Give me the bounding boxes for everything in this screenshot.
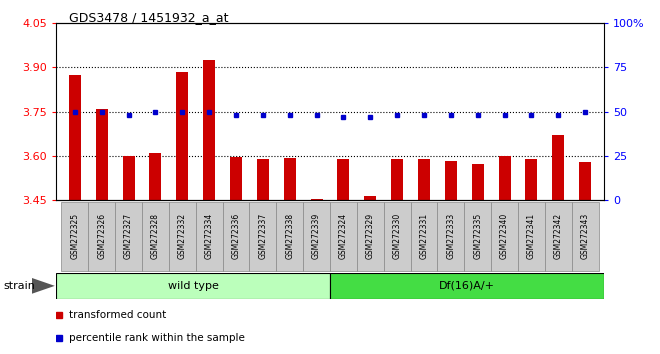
Text: GSM272342: GSM272342: [554, 213, 563, 259]
Bar: [498, 156, 511, 200]
Bar: [472, 164, 484, 200]
Text: GSM272337: GSM272337: [258, 213, 267, 259]
Bar: [364, 196, 376, 200]
Text: GDS3478 / 1451932_a_at: GDS3478 / 1451932_a_at: [69, 11, 229, 24]
Text: GSM272330: GSM272330: [393, 213, 402, 259]
Bar: [330, 273, 604, 299]
Text: GSM272338: GSM272338: [285, 213, 294, 259]
Bar: [337, 159, 349, 200]
Bar: [418, 159, 430, 200]
Text: percentile rank within the sample: percentile rank within the sample: [69, 333, 245, 343]
FancyBboxPatch shape: [169, 202, 196, 271]
Bar: [123, 156, 135, 200]
Bar: [257, 159, 269, 200]
Text: GSM272335: GSM272335: [473, 213, 482, 259]
FancyBboxPatch shape: [357, 202, 383, 271]
FancyBboxPatch shape: [303, 202, 330, 271]
Bar: [579, 162, 591, 200]
Bar: [525, 159, 537, 200]
FancyBboxPatch shape: [438, 202, 464, 271]
FancyBboxPatch shape: [330, 202, 357, 271]
Bar: [445, 161, 457, 200]
Text: GSM272332: GSM272332: [178, 213, 187, 259]
FancyBboxPatch shape: [491, 202, 518, 271]
Bar: [311, 199, 323, 200]
Text: GSM272328: GSM272328: [151, 213, 160, 259]
Bar: [203, 60, 215, 200]
Text: GSM272334: GSM272334: [205, 213, 214, 259]
Polygon shape: [32, 278, 55, 294]
FancyBboxPatch shape: [115, 202, 142, 271]
Text: GSM272324: GSM272324: [339, 213, 348, 259]
Text: transformed count: transformed count: [69, 310, 166, 320]
Text: GSM272333: GSM272333: [446, 213, 455, 259]
Text: Df(16)A/+: Df(16)A/+: [439, 281, 495, 291]
Text: GSM272339: GSM272339: [312, 213, 321, 259]
Bar: [176, 72, 188, 200]
Bar: [96, 109, 108, 200]
Text: GSM272327: GSM272327: [124, 213, 133, 259]
FancyBboxPatch shape: [196, 202, 222, 271]
FancyBboxPatch shape: [544, 202, 572, 271]
FancyBboxPatch shape: [142, 202, 169, 271]
FancyBboxPatch shape: [572, 202, 599, 271]
Bar: [552, 135, 564, 200]
Text: GSM272336: GSM272336: [232, 213, 240, 259]
Bar: [69, 75, 81, 200]
Text: GSM272341: GSM272341: [527, 213, 536, 259]
Text: GSM272325: GSM272325: [71, 213, 79, 259]
Bar: [391, 159, 403, 200]
Bar: [149, 153, 162, 200]
Bar: [284, 158, 296, 200]
FancyBboxPatch shape: [383, 202, 411, 271]
Text: strain: strain: [3, 281, 35, 291]
Text: GSM272340: GSM272340: [500, 213, 509, 259]
FancyBboxPatch shape: [518, 202, 544, 271]
Bar: [230, 157, 242, 200]
FancyBboxPatch shape: [277, 202, 303, 271]
Text: wild type: wild type: [168, 281, 218, 291]
FancyBboxPatch shape: [222, 202, 249, 271]
FancyBboxPatch shape: [464, 202, 491, 271]
Text: GSM272343: GSM272343: [581, 213, 589, 259]
FancyBboxPatch shape: [61, 202, 88, 271]
FancyBboxPatch shape: [88, 202, 116, 271]
Text: GSM272329: GSM272329: [366, 213, 375, 259]
Bar: [56, 273, 330, 299]
Text: GSM272331: GSM272331: [420, 213, 428, 259]
Text: GSM272326: GSM272326: [97, 213, 106, 259]
FancyBboxPatch shape: [411, 202, 438, 271]
FancyBboxPatch shape: [249, 202, 277, 271]
